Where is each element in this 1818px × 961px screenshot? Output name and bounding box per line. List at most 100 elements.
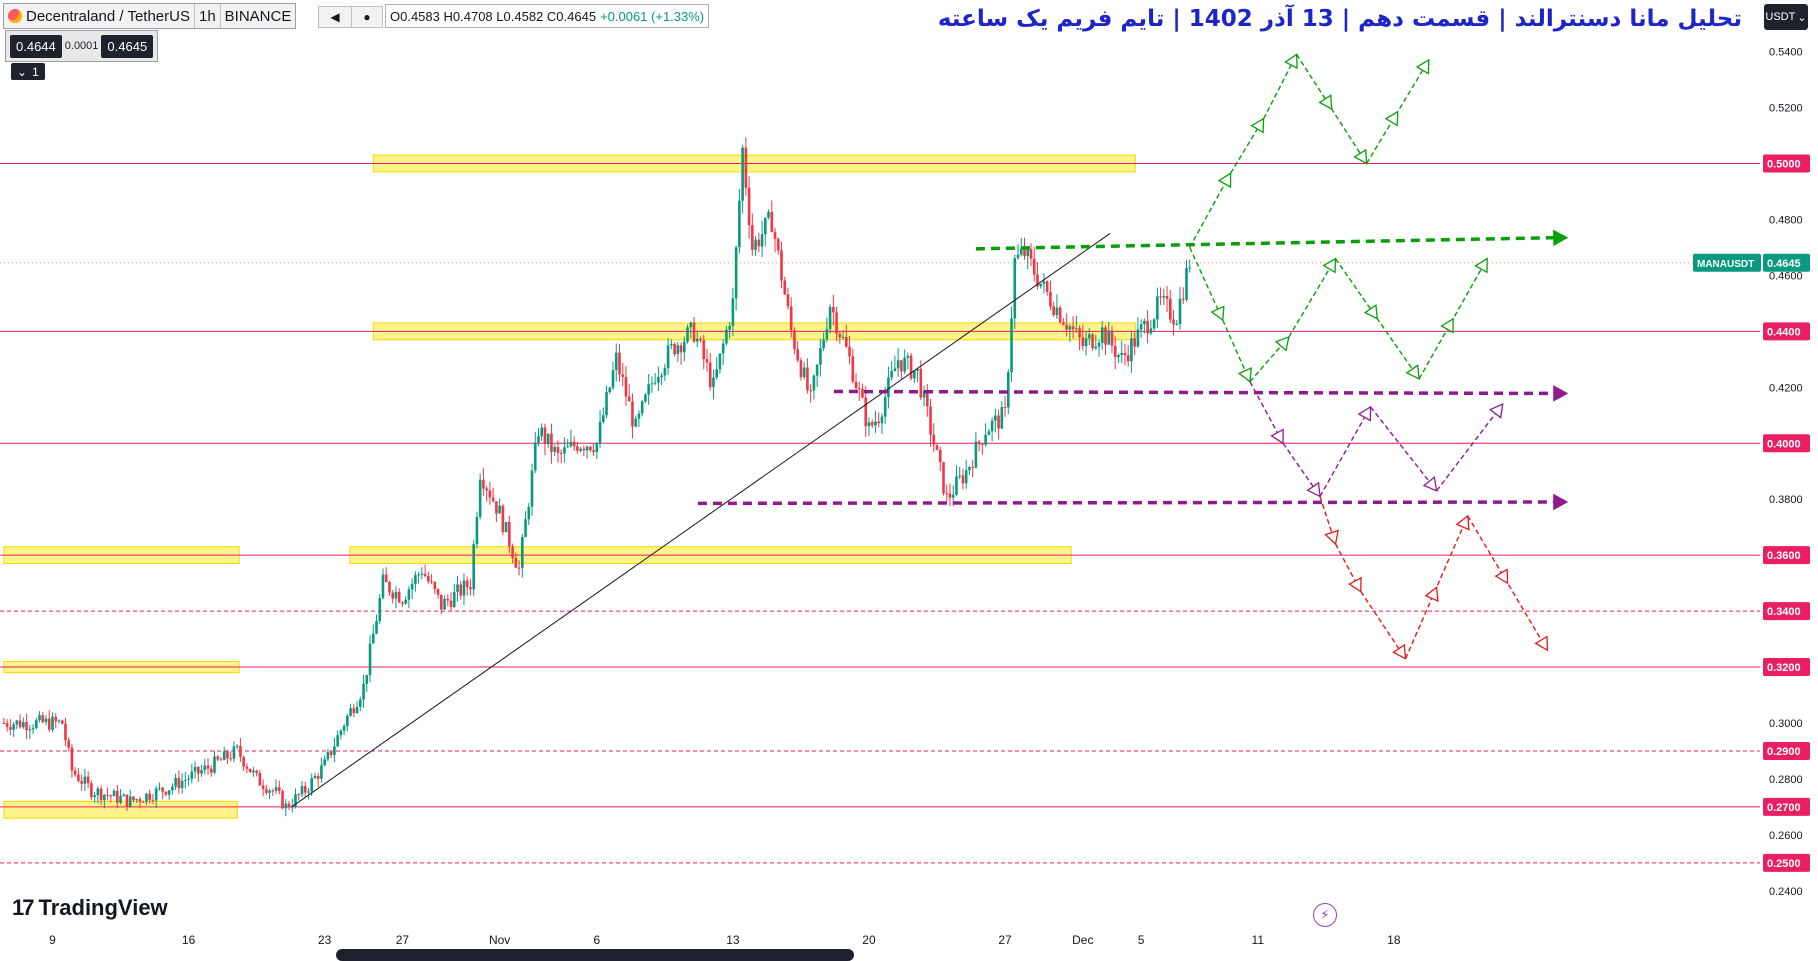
candle-body [702, 340, 706, 360]
candle [226, 749, 229, 765]
exchange-label: BINANCE [219, 4, 296, 28]
candle [618, 344, 621, 382]
candle-body [1110, 330, 1114, 346]
candle-body [1123, 352, 1127, 356]
candle [786, 287, 790, 310]
price-tag-bg [1763, 154, 1810, 173]
symbol-title[interactable]: Decentraland / TetherUS [4, 4, 194, 28]
arrow-head [1363, 303, 1379, 320]
candle-body [579, 448, 582, 451]
tradingview-mark-icon: 17 [12, 895, 35, 920]
candle-body [592, 450, 595, 452]
candle-body [410, 583, 414, 590]
interval-label[interactable]: 1h [193, 4, 220, 28]
currency-selector[interactable]: USDT ⌄ [1764, 4, 1808, 30]
candle-body [287, 803, 291, 808]
visibility-button[interactable]: ● [351, 6, 383, 28]
candle [815, 363, 819, 387]
tradingview-logo[interactable]: 17 TradingView [12, 895, 168, 921]
candle-body [248, 768, 252, 773]
x-tick-label: Dec [1072, 933, 1093, 947]
candle-body [417, 574, 420, 576]
candle [767, 209, 770, 220]
candle-body [712, 377, 715, 388]
current-price-value: 0.4645 [1767, 258, 1801, 270]
bottom-toolbar[interactable] [336, 949, 854, 961]
candle-body [692, 322, 696, 342]
candle [870, 419, 874, 429]
candle-body [708, 362, 712, 388]
candle-body [297, 794, 301, 796]
price-tag-label: 0.2500 [1767, 858, 1801, 870]
candle-body [1130, 338, 1133, 362]
candle-body [491, 497, 495, 502]
candle [874, 410, 877, 433]
price-tag: 0.3600 [1763, 546, 1810, 565]
candle [806, 358, 809, 394]
candle [1100, 320, 1104, 350]
candle [1175, 319, 1179, 326]
candle-body [854, 381, 858, 389]
candle-body [660, 375, 663, 378]
candle-body [177, 778, 181, 789]
candle-body [857, 388, 861, 390]
candle [213, 750, 216, 775]
candle-body [284, 803, 288, 809]
projection-segment [1282, 442, 1321, 497]
candle-body [1143, 320, 1146, 325]
candle-body [958, 475, 961, 477]
candle-body [145, 793, 148, 803]
candle-body [1088, 334, 1091, 339]
sell-button[interactable]: 0.4644 [10, 34, 62, 58]
candle-body [1169, 298, 1172, 320]
candle [307, 788, 310, 800]
candle-body [99, 788, 103, 801]
candle-body [644, 394, 647, 402]
candle-body [890, 371, 893, 378]
time-axis[interactable]: 9 16 23 27 Nov 6 13 20 27 Dec 5 11 18 [49, 933, 1401, 947]
candle-body [634, 418, 637, 427]
candle-body [1052, 306, 1055, 315]
price-axis[interactable]: 0.5400 0.5200 0.4800 0.4600 0.4200 0.3800 0.30… [1693, 47, 1810, 898]
candle [459, 581, 463, 600]
candle-body [935, 444, 939, 450]
candle-body [640, 401, 644, 414]
candle [1172, 310, 1175, 336]
buy-button[interactable]: 0.4645 [101, 34, 154, 58]
arrow-head [1237, 367, 1252, 383]
candle [174, 773, 177, 791]
candle-body [825, 329, 829, 340]
candle [206, 758, 210, 775]
candle-body [705, 359, 709, 363]
price-tag-label: 0.4400 [1767, 326, 1801, 338]
candle [845, 324, 848, 348]
layout-toggle[interactable]: ⌄ 1 [11, 63, 45, 80]
candle [38, 711, 41, 723]
candle-body [83, 776, 87, 784]
candle [135, 798, 139, 804]
candle [294, 788, 297, 809]
candle [427, 571, 430, 584]
play-button[interactable]: ◀ [318, 6, 352, 28]
candle [968, 466, 971, 476]
candle [47, 710, 51, 732]
candle-body [1010, 318, 1013, 373]
x-tick-label: 27 [998, 933, 1012, 947]
symbol-legend[interactable]: Decentraland / TetherUS 1h BINANCE [3, 3, 297, 29]
candle [119, 789, 122, 805]
candle-body [1068, 326, 1072, 330]
candle [789, 297, 793, 338]
candle [666, 338, 670, 375]
candle [754, 236, 757, 257]
candle-body [216, 756, 220, 760]
candle-body [602, 415, 605, 422]
candle-body [734, 247, 738, 299]
candle [987, 428, 991, 435]
candle [109, 794, 113, 803]
candle-body [815, 364, 819, 376]
candle [423, 564, 427, 578]
candle-body [158, 787, 161, 789]
lightning-icon[interactable]: ⚡ [1313, 903, 1337, 927]
candle-body [653, 382, 657, 384]
